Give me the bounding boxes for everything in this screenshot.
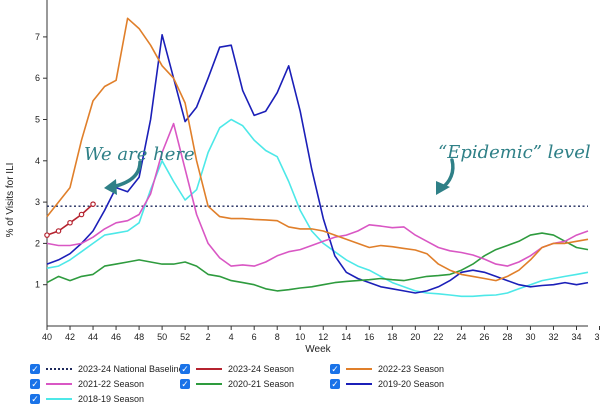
legend-checkbox-icon[interactable]: ✓ bbox=[30, 394, 40, 404]
legend: ✓ 2023-24 National Baseline ✓ 2023-24 Seaso… bbox=[0, 360, 600, 404]
x-tick-label: 28 bbox=[502, 332, 512, 342]
legend-swatch bbox=[46, 398, 72, 400]
legend-swatch bbox=[346, 383, 372, 385]
series-point bbox=[90, 201, 96, 207]
legend-label: 2019-20 Season bbox=[378, 379, 445, 389]
y-tick-label: 7 bbox=[35, 32, 40, 42]
x-tick-label: 10 bbox=[295, 332, 305, 342]
x-tick-label: 52 bbox=[180, 332, 190, 342]
y-tick-label: 2 bbox=[35, 238, 40, 248]
x-tick-label: 30 bbox=[525, 332, 535, 342]
x-tick-label: 46 bbox=[111, 332, 121, 342]
x-tick-label: 50 bbox=[157, 332, 167, 342]
series-point bbox=[44, 232, 50, 238]
x-tick-label: 4 bbox=[229, 332, 234, 342]
legend-label: 2022-23 Season bbox=[378, 364, 445, 374]
arrowhead-icon bbox=[104, 179, 117, 195]
y-tick-label: 5 bbox=[35, 115, 40, 125]
legend-item[interactable]: ✓ 2020-21 Season bbox=[180, 379, 294, 389]
series-line-2022-23-season bbox=[46, 17, 589, 282]
legend-label: 2021-22 Season bbox=[78, 379, 145, 389]
y-tick-label: 3 bbox=[35, 197, 40, 207]
x-axis-label: Week bbox=[305, 344, 331, 355]
x-tick-label: 6 bbox=[252, 332, 257, 342]
arrowhead-icon bbox=[436, 181, 450, 195]
legend-item[interactable]: ✓ 2021-22 Season bbox=[30, 379, 144, 389]
x-tick-label: 20 bbox=[410, 332, 420, 342]
legend-label: 2018-19 Season bbox=[78, 394, 145, 404]
legend-label: 2020-21 Season bbox=[228, 379, 295, 389]
series-layer bbox=[44, 17, 589, 298]
x-tick-label: 2 bbox=[206, 332, 211, 342]
annotation-arrow-icon bbox=[440, 158, 455, 190]
series-point bbox=[78, 211, 85, 218]
legend-item[interactable]: ✓ 2023-24 National Baseline bbox=[30, 364, 184, 374]
x-tick-label: 48 bbox=[134, 332, 144, 342]
legend-checkbox-icon[interactable]: ✓ bbox=[30, 364, 40, 374]
x-tick-label: 8 bbox=[275, 332, 280, 342]
legend-label: 2023-24 Season bbox=[228, 364, 295, 374]
legend-swatch bbox=[46, 383, 72, 385]
x-tick-label: 16 bbox=[364, 332, 374, 342]
annotation-epidemic-level: “Epidemic” level bbox=[438, 142, 591, 163]
y-tick-label: 4 bbox=[35, 156, 40, 166]
series-line-2018-19-season bbox=[46, 118, 589, 298]
legend-checkbox-icon[interactable]: ✓ bbox=[330, 379, 340, 389]
series-point bbox=[55, 228, 62, 234]
x-tick-label: 14 bbox=[341, 332, 351, 342]
legend-swatch bbox=[46, 368, 72, 370]
legend-swatch bbox=[196, 368, 222, 370]
y-axis-label: % of Visits for ILI bbox=[5, 163, 16, 238]
annotation-we-are-here: We are here bbox=[84, 144, 195, 165]
legend-swatch bbox=[346, 368, 372, 370]
x-tick-label: 42 bbox=[65, 332, 75, 342]
legend-label: 2023-24 National Baseline bbox=[78, 364, 184, 374]
legend-item[interactable]: ✓ 2019-20 Season bbox=[330, 379, 444, 389]
x-tick-label: 26 bbox=[479, 332, 489, 342]
legend-item[interactable]: ✓ 2022-23 Season bbox=[330, 364, 444, 374]
y-tick-label: 1 bbox=[35, 280, 40, 290]
x-tick-label: 44 bbox=[88, 332, 98, 342]
legend-checkbox-icon[interactable]: ✓ bbox=[180, 379, 190, 389]
x-tick-label: 32 bbox=[548, 332, 558, 342]
legend-checkbox-icon[interactable]: ✓ bbox=[330, 364, 340, 374]
series-line-2020-21-season bbox=[46, 232, 589, 292]
y-tick-label: 6 bbox=[35, 73, 40, 83]
series-point bbox=[67, 219, 73, 226]
x-axis: 40 42 44 46 48 50 52 2 4 6 8 10 12 14 16 18 20 22 24 26 28 30… bbox=[42, 325, 600, 342]
x-tick-label: 22 bbox=[433, 332, 443, 342]
x-tick-label: 18 bbox=[387, 332, 397, 342]
x-tick-label: 40 bbox=[42, 332, 52, 342]
legend-checkbox-icon[interactable]: ✓ bbox=[180, 364, 190, 374]
x-tick-label: 24 bbox=[456, 332, 466, 342]
legend-item[interactable]: ✓ 2023-24 Season bbox=[180, 364, 294, 374]
series-line-2021-22-season bbox=[46, 122, 589, 267]
annotation-layer: We are here “Epidemic” level bbox=[84, 142, 591, 195]
legend-swatch bbox=[196, 383, 222, 385]
y-axis: 1 2 3 4 5 6 7 bbox=[35, 0, 48, 326]
series-line-2019-20-season bbox=[46, 33, 589, 294]
x-tick-label: 34 bbox=[571, 332, 581, 342]
x-tick-label: 12 bbox=[318, 332, 328, 342]
legend-item[interactable]: ✓ 2018-19 Season bbox=[30, 394, 144, 404]
x-tick-label: 36 bbox=[595, 332, 600, 342]
legend-checkbox-icon[interactable]: ✓ bbox=[30, 379, 40, 389]
